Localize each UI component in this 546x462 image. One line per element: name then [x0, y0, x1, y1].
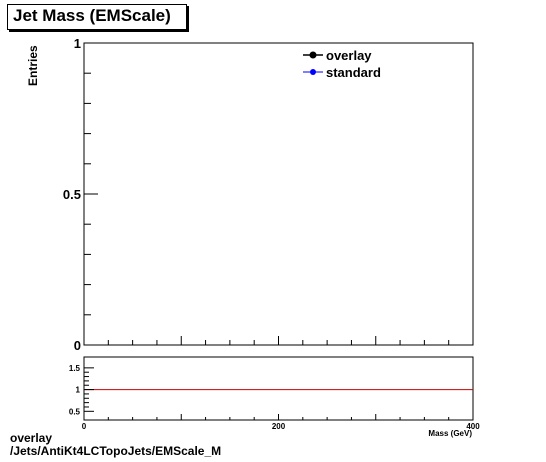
ratio-y-tick-label: 0.5 — [69, 407, 81, 416]
chart-title: Jet Mass (EMScale) — [13, 6, 171, 25]
legend-standard-label: standard — [326, 65, 381, 80]
y-tick-label: 0 — [74, 338, 81, 353]
main-y-tick-labels: 00.51 — [63, 36, 81, 353]
footer-line-2: /Jets/AntiKt4LCTopoJets/EMScale_M — [10, 444, 222, 458]
legend-overlay-label: overlay — [326, 48, 372, 63]
ratio-x-tick-label: 200 — [272, 422, 286, 431]
ratio-y-tick-label: 1 — [76, 386, 81, 395]
ratio-axis-ticks — [83, 367, 474, 420]
ratio-x-tick-label: 400 — [466, 422, 480, 431]
legend: overlay standard — [303, 48, 381, 80]
y-tick-label: 1 — [74, 36, 81, 51]
legend-overlay-marker — [309, 51, 317, 59]
chart-title-box: Jet Mass (EMScale) — [7, 4, 187, 30]
x-axis-title: Mass (GeV) — [428, 429, 472, 438]
y-tick-label: 0.5 — [63, 187, 81, 202]
main-axis-ticks — [83, 42, 474, 346]
main-plot-frame — [83, 42, 474, 346]
footer-caption: overlay /Jets/AntiKt4LCTopoJets/EMScale_… — [10, 432, 221, 458]
legend-standard-marker — [310, 69, 316, 75]
ratio-y-tick-label: 1.5 — [69, 364, 81, 373]
ratio-y-tick-labels: 0.5 1 1.5 — [69, 364, 81, 416]
footer-line-1: overlay — [10, 431, 53, 445]
ratio-plot-frame — [83, 356, 474, 421]
ratio-x-tick-label: 0 — [82, 422, 87, 431]
ratio-x-tick-labels: 0 200 400 — [82, 422, 480, 431]
y-axis-title: Entries — [26, 45, 40, 86]
